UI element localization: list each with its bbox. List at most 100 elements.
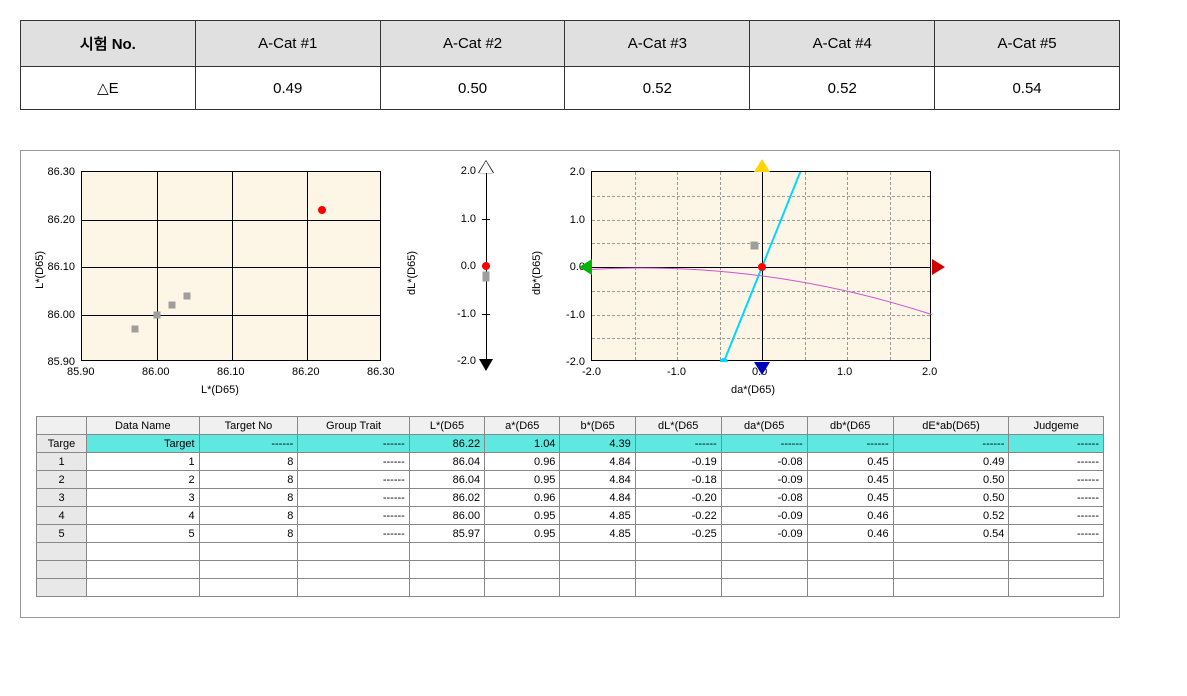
grid-cell: -0.08 <box>721 453 807 471</box>
chart2-ylabel: dL*(D65) <box>406 251 418 295</box>
grid-column-header: da*(D65 <box>721 417 807 435</box>
grid-cell: 0.96 <box>485 489 560 507</box>
grid-cell: ------ <box>199 435 298 453</box>
grid-column-header: L*(D65 <box>409 417 484 435</box>
grid-rowhead: 2 <box>37 471 87 489</box>
grid-cell: ------ <box>298 489 410 507</box>
chart2-arrow-up-icon <box>479 161 493 173</box>
chart1-ytick: 86.10 <box>47 261 75 273</box>
grid-column-header: a*(D65 <box>485 417 560 435</box>
grid-column-header: Group Trait <box>298 417 410 435</box>
grid-cell: 0.52 <box>893 507 1009 525</box>
summary-value-cell: 0.49 <box>195 67 380 110</box>
charts-row: L*(D65) 85.9086.0086.1086.2086.3085.9086… <box>36 171 1104 396</box>
chart2-arrow-down-icon <box>479 359 493 371</box>
grid-rowhead: 3 <box>37 489 87 507</box>
chart3-xtick: 2.0 <box>922 366 937 378</box>
grid-column-header: Judgeme <box>1009 417 1104 435</box>
summary-header-row: 시험 No. A-Cat #1 A-Cat #2 A-Cat #3 A-Cat … <box>21 21 1120 67</box>
grid-cell: 4.84 <box>560 453 635 471</box>
grid-cell: ------ <box>298 471 410 489</box>
grid-cell: 3 <box>87 489 200 507</box>
chart3-xtick: 1.0 <box>837 366 852 378</box>
summary-header-cell: A-Cat #3 <box>565 21 750 67</box>
chart2-ytick: 2.0 <box>461 165 476 177</box>
grid-cell: -0.09 <box>721 471 807 489</box>
summary-table: 시험 No. A-Cat #1 A-Cat #2 A-Cat #3 A-Cat … <box>20 20 1120 110</box>
chart1-ytick: 86.20 <box>47 214 75 226</box>
grid-cell: 1 <box>87 453 200 471</box>
grid-rowhead: Targe <box>37 435 87 453</box>
grid-cell: 0.95 <box>485 507 560 525</box>
chart2-target-marker <box>482 262 490 270</box>
grid-cell: ------ <box>1009 489 1104 507</box>
grid-cell: 0.45 <box>807 489 893 507</box>
grid-cell: -0.18 <box>635 471 721 489</box>
grid-cell: 0.45 <box>807 471 893 489</box>
chart1-sample-marker <box>131 325 138 332</box>
chart1-ytick: 86.00 <box>47 309 75 321</box>
chart2-ytick: 0.0 <box>461 260 476 272</box>
grid-cell: 4.84 <box>560 489 635 507</box>
chart-l-scatter: L*(D65) 85.9086.0086.1086.2086.3085.9086… <box>36 171 381 396</box>
chart3-ylabel: db*(D65) <box>531 251 543 295</box>
grid-cell: -0.09 <box>721 525 807 543</box>
chart1-ytick: 86.30 <box>47 166 75 178</box>
grid-cell: ------ <box>1009 471 1104 489</box>
grid-cell: 0.96 <box>485 453 560 471</box>
grid-cell: -0.25 <box>635 525 721 543</box>
chart3-target-marker <box>758 263 766 271</box>
chart3-arrow-left-icon <box>579 259 592 275</box>
grid-cell: 8 <box>199 507 298 525</box>
grid-cell: -0.19 <box>635 453 721 471</box>
summary-header-cell: A-Cat #5 <box>935 21 1120 67</box>
chart3-sample-marker <box>751 242 758 249</box>
chart3-plot-area: -2.0-1.00.01.02.0-2.0-1.00.01.02.0 <box>591 171 931 361</box>
grid-cell: 5 <box>87 525 200 543</box>
summary-value-cell: 0.52 <box>565 67 750 110</box>
chart3-arrow-right-icon <box>932 259 945 275</box>
chart2-ytick: -2.0 <box>457 355 476 367</box>
grid-cell: ------ <box>298 435 410 453</box>
grid-cell: 8 <box>199 471 298 489</box>
grid-cell: 86.02 <box>409 489 484 507</box>
grid-rowhead: 4 <box>37 507 87 525</box>
summary-value-row: △E 0.49 0.50 0.52 0.52 0.54 <box>21 67 1120 110</box>
grid-column-header: Data Name <box>87 417 200 435</box>
data-grid: Data NameTarget NoGroup TraitL*(D65a*(D6… <box>36 416 1104 597</box>
grid-cell: 86.22 <box>409 435 484 453</box>
summary-value-cell: 0.50 <box>380 67 565 110</box>
grid-cell: 86.00 <box>409 507 484 525</box>
summary-header-cell: A-Cat #2 <box>380 21 565 67</box>
chart-dl-axis: dL*(D65) -2.0-1.00.01.02.0 <box>411 171 506 396</box>
chart1-target-marker <box>318 206 326 214</box>
grid-cell: 4 <box>87 507 200 525</box>
grid-rowhead: 1 <box>37 453 87 471</box>
grid-cell: 0.46 <box>807 507 893 525</box>
grid-column-header: dL*(D65 <box>635 417 721 435</box>
chart3-ytick: -2.0 <box>566 356 585 368</box>
grid-column-header: db*(D65 <box>807 417 893 435</box>
grid-cell: ------ <box>893 435 1009 453</box>
chart3-arrow-up-icon <box>754 159 770 172</box>
grid-cell: 4.85 <box>560 507 635 525</box>
chart1-ylabel: L*(D65) <box>34 251 46 289</box>
summary-header-cell: A-Cat #1 <box>195 21 380 67</box>
grid-cell: 0.95 <box>485 471 560 489</box>
grid-cell: ------ <box>298 453 410 471</box>
grid-cell: -0.20 <box>635 489 721 507</box>
chart1-plot-area: 85.9086.0086.1086.2086.3085.9086.0086.10… <box>81 171 381 361</box>
grid-cell: ------ <box>298 525 410 543</box>
grid-cell: 85.97 <box>409 525 484 543</box>
grid-cell: 4.84 <box>560 471 635 489</box>
summary-value-cell: 0.52 <box>750 67 935 110</box>
grid-cell: ------ <box>1009 453 1104 471</box>
grid-cell: ------ <box>1009 435 1104 453</box>
report-panel: L*(D65) 85.9086.0086.1086.2086.3085.9086… <box>20 150 1120 618</box>
grid-column-header: b*(D65 <box>560 417 635 435</box>
summary-row-label: △E <box>21 67 196 110</box>
chart2-sample-marker <box>483 274 490 281</box>
grid-cell: 86.04 <box>409 453 484 471</box>
grid-column-header: Target No <box>199 417 298 435</box>
grid-cell: 4.39 <box>560 435 635 453</box>
